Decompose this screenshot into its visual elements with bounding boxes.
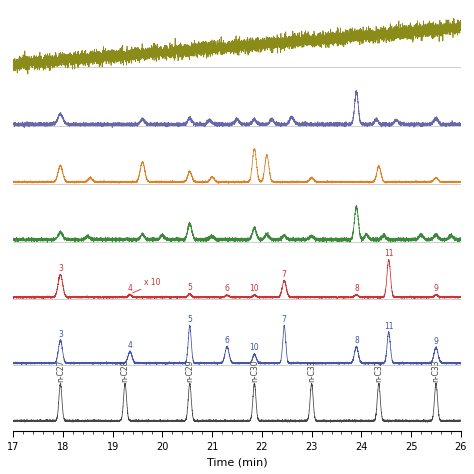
Text: n-C28: n-C28 xyxy=(120,359,129,382)
Text: 5: 5 xyxy=(187,315,192,324)
Text: n-C33: n-C33 xyxy=(431,359,440,382)
Text: 7: 7 xyxy=(282,315,287,324)
Text: 8: 8 xyxy=(354,284,359,293)
Text: 5: 5 xyxy=(187,283,192,292)
X-axis label: Time (min): Time (min) xyxy=(207,457,267,467)
Text: 10: 10 xyxy=(250,344,259,353)
Text: n-C32: n-C32 xyxy=(374,359,383,382)
Text: 9: 9 xyxy=(434,284,438,293)
Text: n-C30: n-C30 xyxy=(250,359,259,382)
Text: n-C29: n-C29 xyxy=(185,359,194,382)
Text: 9: 9 xyxy=(434,337,438,346)
Text: 10: 10 xyxy=(250,284,259,293)
Text: 4: 4 xyxy=(128,284,132,293)
Text: 7: 7 xyxy=(282,270,287,279)
Text: 3: 3 xyxy=(58,264,63,273)
Text: 6: 6 xyxy=(225,284,229,293)
Text: x 10: x 10 xyxy=(145,278,161,287)
Text: 11: 11 xyxy=(384,321,393,330)
Text: n-C31: n-C31 xyxy=(307,359,316,382)
Text: 11: 11 xyxy=(384,249,393,258)
Text: n-C27: n-C27 xyxy=(56,359,65,382)
Text: 4: 4 xyxy=(128,341,132,350)
Text: 6: 6 xyxy=(225,336,229,345)
Text: 8: 8 xyxy=(354,336,359,345)
Text: 3: 3 xyxy=(58,330,63,339)
